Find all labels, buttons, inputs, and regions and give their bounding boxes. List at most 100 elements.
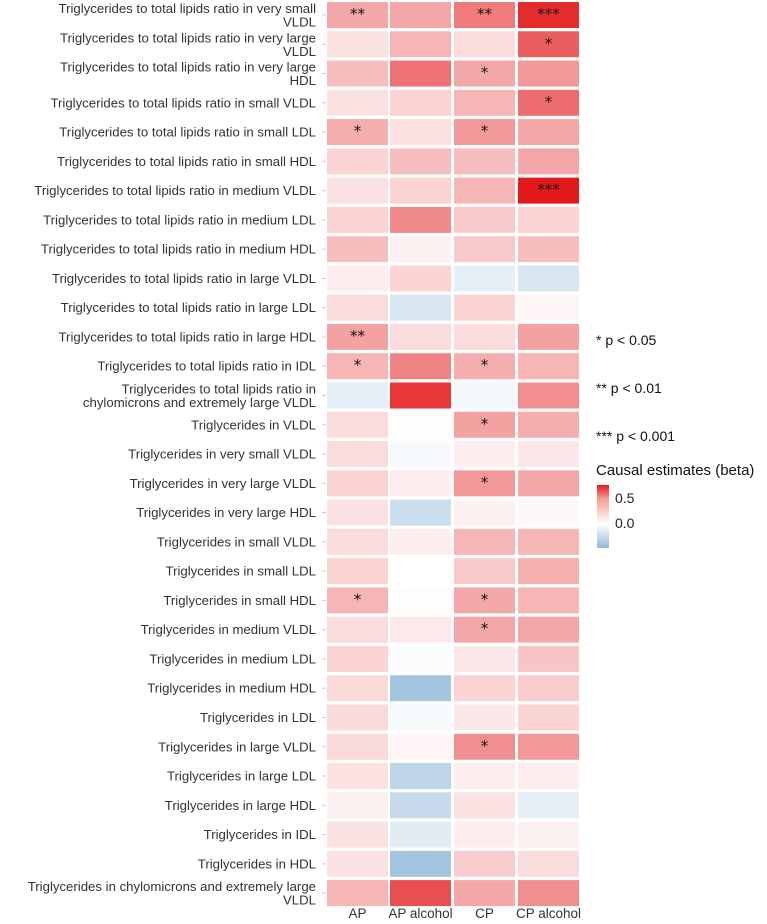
heatmap-cell [327, 236, 388, 263]
heatmap-cell [390, 31, 451, 58]
row-label: Triglycerides in HDL [198, 856, 316, 871]
row-label: Triglycerides in medium LDL [149, 651, 316, 666]
heatmap-cell [390, 294, 451, 321]
significance-mark: * [481, 473, 489, 491]
row-label: Triglycerides in large HDL [165, 798, 316, 813]
heatmap-cell [390, 645, 451, 672]
heatmap-cell [518, 645, 579, 672]
significance-mark: *** [537, 181, 560, 199]
significance-mark: * [481, 415, 489, 433]
heatmap-cell [518, 119, 579, 146]
heatmap-cell [454, 880, 515, 907]
heatmap-cell [454, 294, 515, 321]
colorbar-tick-label: 0.5 [615, 490, 635, 506]
significance-mark: * [481, 737, 489, 755]
significance-mark: * [481, 122, 489, 140]
heatmap-cell [518, 2, 579, 28]
heatmap-cell [518, 528, 579, 555]
heatmap-cell [327, 294, 388, 321]
row-label: Triglycerides in chylomicrons and extrem… [28, 879, 316, 908]
heatmap-cell [327, 148, 388, 175]
heatmap-cell [518, 441, 579, 468]
heatmap-cell [518, 587, 579, 614]
heatmap-cell [454, 733, 515, 760]
colorbar-tick-label: 0.0 [615, 515, 635, 531]
heatmap-cell [390, 236, 451, 263]
heatmap-cell [454, 821, 515, 848]
heatmap-cell [454, 265, 515, 292]
row-label: Triglycerides to total lipids ratio in s… [50, 95, 316, 110]
heatmap-cell [454, 31, 515, 58]
heatmap-cell [518, 148, 579, 175]
heatmap-cell [518, 675, 579, 702]
row-label: Triglycerides to total lipids ratio in l… [58, 329, 316, 344]
row-label: Triglycerides in very small VLDL [128, 447, 316, 462]
heatmap-cell [454, 675, 515, 702]
heatmap-cell [327, 31, 388, 58]
heatmap-cell [327, 441, 388, 468]
row-label: Triglycerides in IDL [204, 827, 316, 842]
heatmap-cell [390, 353, 451, 380]
column-label: AP [348, 906, 366, 921]
heatmap-cell [518, 236, 579, 263]
row-label: Triglycerides in large LDL [167, 769, 316, 784]
heatmap-cell [518, 821, 579, 848]
heatmap-cell [518, 353, 579, 380]
heatmap-cell [518, 265, 579, 292]
heatmap-cell [390, 675, 451, 702]
significance-mark: * [481, 356, 489, 374]
heatmap-cell [327, 645, 388, 672]
heatmap-cell [390, 411, 451, 438]
heatmap-cell [390, 323, 451, 350]
row-label: Triglycerides in LDL [200, 710, 316, 725]
heatmap-cell [454, 206, 515, 233]
heatmap-cell [327, 470, 388, 497]
row-label: Triglycerides to total lipids ratio in ch… [83, 382, 316, 411]
heatmap-cell [327, 89, 388, 116]
significance-mark: * [545, 93, 553, 111]
heatmap-cell [454, 587, 515, 614]
heatmap-cell [518, 89, 579, 116]
row-label: Triglycerides to total lipids ratio in s… [59, 125, 316, 140]
colorbar [597, 485, 609, 548]
heatmap-cell [390, 558, 451, 585]
heatmap-cell [390, 792, 451, 819]
column-label: CP alcohol [516, 906, 581, 921]
heatmap-cell [454, 2, 515, 28]
colorbar-title: Causal estimates (beta) [596, 462, 755, 479]
heatmap-cell [454, 382, 515, 409]
significance-mark: ** [350, 5, 366, 23]
heatmap-cell [327, 821, 388, 848]
row-label: Triglycerides to total lipids ratio in v… [60, 60, 316, 89]
heatmap-cell [454, 441, 515, 468]
heatmap-cell [454, 177, 515, 204]
heatmap-cell [390, 119, 451, 146]
row-label: Triglycerides to total lipids ratio in s… [57, 154, 316, 169]
heatmap-cell [518, 60, 579, 87]
heatmap-cell [327, 411, 388, 438]
heatmap-cell [390, 528, 451, 555]
significance-mark: * [481, 64, 489, 82]
heatmap-cell [327, 733, 388, 760]
heatmap-cell [518, 382, 579, 409]
heatmap-cell [327, 558, 388, 585]
heatmap-cell [327, 528, 388, 555]
heatmap-cell [390, 2, 451, 28]
heatmap-cell [518, 323, 579, 350]
significance-mark: * [481, 620, 489, 638]
heatmap-cell [518, 616, 579, 643]
significance-key-1: * p < 0.05 [596, 332, 657, 348]
heatmap-cell [390, 441, 451, 468]
row-label: Triglycerides to total lipids ratio in l… [52, 271, 316, 286]
heatmap-cell [518, 294, 579, 321]
heatmap-cell [454, 645, 515, 672]
heatmap-cell [390, 704, 451, 731]
heatmap-cell [327, 704, 388, 731]
heatmap-cell [454, 792, 515, 819]
heatmap-cell [518, 411, 579, 438]
heatmap-cell [327, 792, 388, 819]
heatmap-cell [454, 499, 515, 526]
heatmap-cell [327, 850, 388, 877]
heatmap-cell [390, 880, 451, 907]
heatmap-cell [327, 616, 388, 643]
